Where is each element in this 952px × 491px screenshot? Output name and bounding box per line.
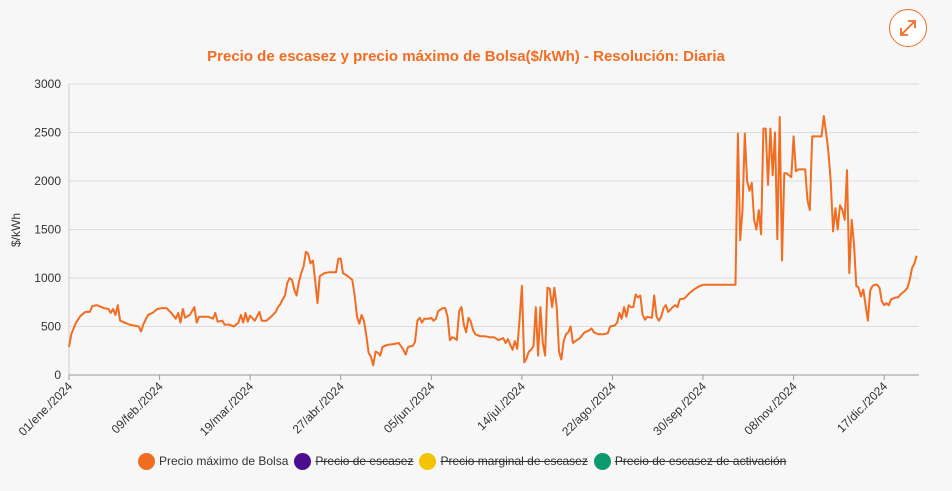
y-axis-label: $/kWh	[9, 213, 23, 247]
series-line-0	[68, 115, 918, 367]
legend-swatch	[419, 452, 437, 470]
x-tick-label: 01/ene./2024	[16, 379, 76, 439]
x-tick-label: 22/ago./2024	[559, 379, 619, 439]
expand-arrows-icon	[900, 20, 916, 36]
legend-item-1[interactable]: Precio de escasez	[294, 452, 414, 470]
expand-button[interactable]	[889, 9, 927, 47]
legend-item-0[interactable]: Precio máximo de Bolsa	[138, 452, 289, 470]
series-layer	[68, 115, 918, 367]
y-tick-label: 1500	[34, 223, 61, 237]
legend-label: Precio de escasez	[315, 454, 414, 468]
grid-lines	[69, 83, 919, 376]
y-axis: 0 500 1000 1500 2000 2500 3000	[34, 77, 70, 382]
x-tick-label: 19/mar./2024	[197, 379, 257, 439]
legend-label: Precio de escasez de activación	[614, 454, 787, 468]
x-tick-label: 27/abr./2024	[290, 379, 347, 436]
y-tick-label: 2000	[34, 174, 61, 188]
y-tick-label: 0	[54, 368, 61, 382]
x-tick-label: 08/nov./2024	[741, 379, 800, 438]
legend-label: Precio marginal de escasez	[440, 454, 588, 468]
x-tick-label: 14/jul./2024	[474, 379, 528, 433]
x-tick-label: 17/dic./2024	[834, 379, 890, 435]
chart-title: Precio de escasez y precio máximo de Bol…	[207, 48, 725, 65]
legend-swatch	[138, 452, 155, 470]
x-tick-label: 09/feb./2024	[109, 379, 166, 436]
y-tick-label: 500	[41, 320, 61, 334]
y-tick-label: 2500	[34, 126, 61, 140]
x-tick-label: 05/jun./2024	[381, 379, 438, 436]
legend-swatch	[593, 452, 611, 470]
x-tick-label: 30/sep./2024	[650, 379, 709, 438]
y-tick-label: 3000	[34, 77, 61, 91]
legend-label: Precio máximo de Bolsa	[159, 454, 289, 468]
legend-item-2[interactable]: Precio marginal de escasez	[419, 452, 588, 470]
x-axis: 01/ene./2024 09/feb./2024 19/mar./2024 27/a…	[16, 374, 919, 439]
y-tick-label: 1000	[34, 271, 61, 285]
legend-item-3[interactable]: Precio de escasez de activación	[593, 452, 787, 470]
chart-legend: Precio máximo de Bolsa Precio de escasez P…	[138, 451, 792, 471]
legend-swatch	[294, 452, 312, 470]
